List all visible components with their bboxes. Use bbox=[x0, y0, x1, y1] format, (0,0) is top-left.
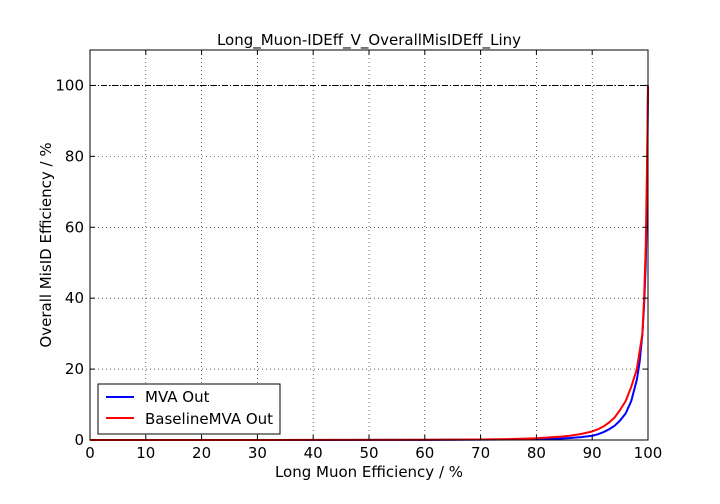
y-axis-title: Overall MisID Efficiency / % bbox=[37, 142, 55, 347]
y-tick-label: 100 bbox=[55, 76, 84, 94]
y-tick-label: 80 bbox=[65, 147, 84, 165]
legend: MVA Out BaselineMVA Out bbox=[97, 383, 281, 435]
x-tick-label: 0 bbox=[85, 444, 95, 462]
chart-title: Long_Muon-IDEff_V_OverallMisIDEff_Liny bbox=[217, 31, 521, 50]
x-tick-label: 100 bbox=[634, 444, 663, 462]
y-tick-label: 0 bbox=[74, 431, 84, 449]
x-tick-label: 10 bbox=[136, 444, 155, 462]
x-tick-label: 30 bbox=[248, 444, 267, 462]
y-tick-label: 60 bbox=[65, 218, 84, 236]
legend-box bbox=[97, 383, 281, 435]
x-tick-label: 40 bbox=[304, 444, 323, 462]
x-tick-label: 50 bbox=[359, 444, 378, 462]
x-axis-title: Long Muon Efficiency / % bbox=[275, 463, 463, 481]
legend-label-baseline-mva-out: BaselineMVA Out bbox=[145, 410, 273, 428]
x-tick-label: 90 bbox=[583, 444, 602, 462]
y-tick-label: 40 bbox=[65, 289, 84, 307]
x-tick-label: 70 bbox=[471, 444, 490, 462]
legend-label-mva-out: MVA Out bbox=[145, 388, 210, 406]
x-tick-label: 60 bbox=[415, 444, 434, 462]
y-tick-label: 20 bbox=[65, 360, 84, 378]
x-tick-label: 80 bbox=[527, 444, 546, 462]
ticks: 0 10 20 30 40 50 60 70 80 90 100 0 20 40 60 80 100 bbox=[55, 50, 662, 462]
x-tick-label: 20 bbox=[192, 444, 211, 462]
